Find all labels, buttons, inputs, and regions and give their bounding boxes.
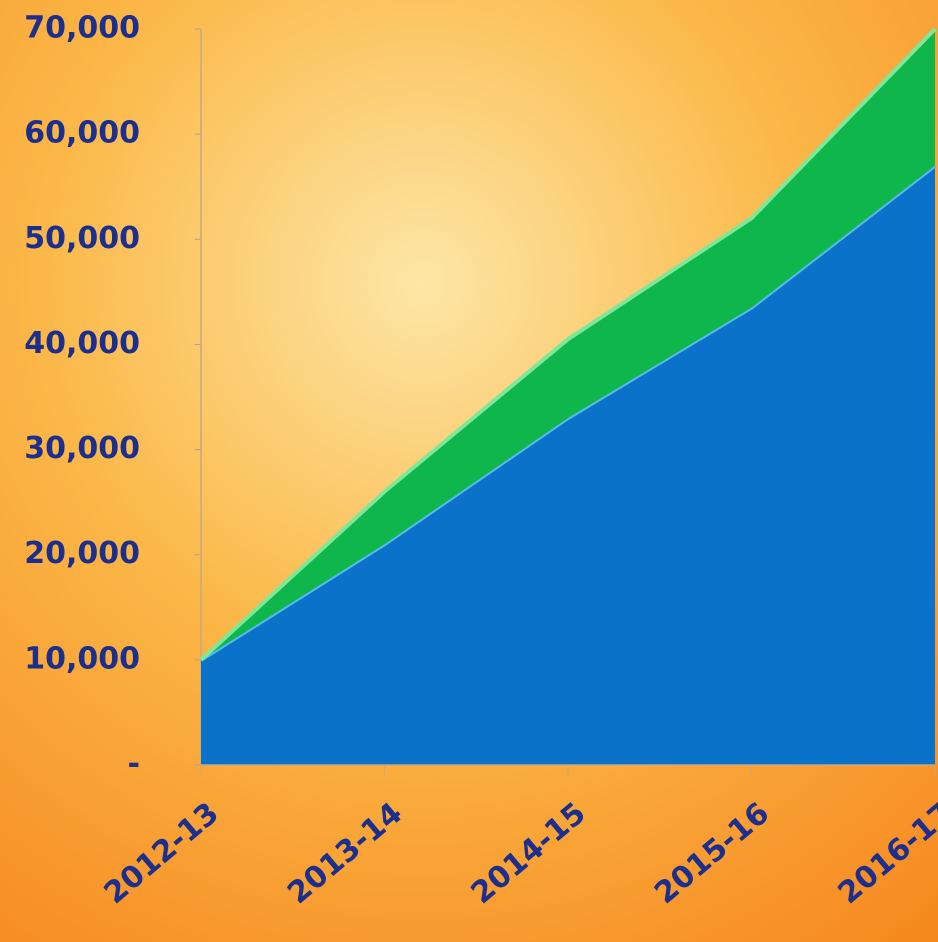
y-tick-label: 50,000 — [24, 221, 140, 256]
y-tick-label: 10,000 — [24, 641, 140, 676]
y-tick-label: 20,000 — [24, 536, 140, 571]
area — [201, 165, 935, 765]
y-tick-label: 60,000 — [24, 116, 140, 151]
y-tick-label: 30,000 — [24, 431, 140, 466]
area — [201, 29, 935, 660]
y-tick-label: 40,000 — [24, 326, 140, 361]
area-edge — [199, 27, 937, 662]
y-tick-label: 70,000 — [24, 11, 140, 46]
y-tick-label: - — [128, 747, 140, 782]
